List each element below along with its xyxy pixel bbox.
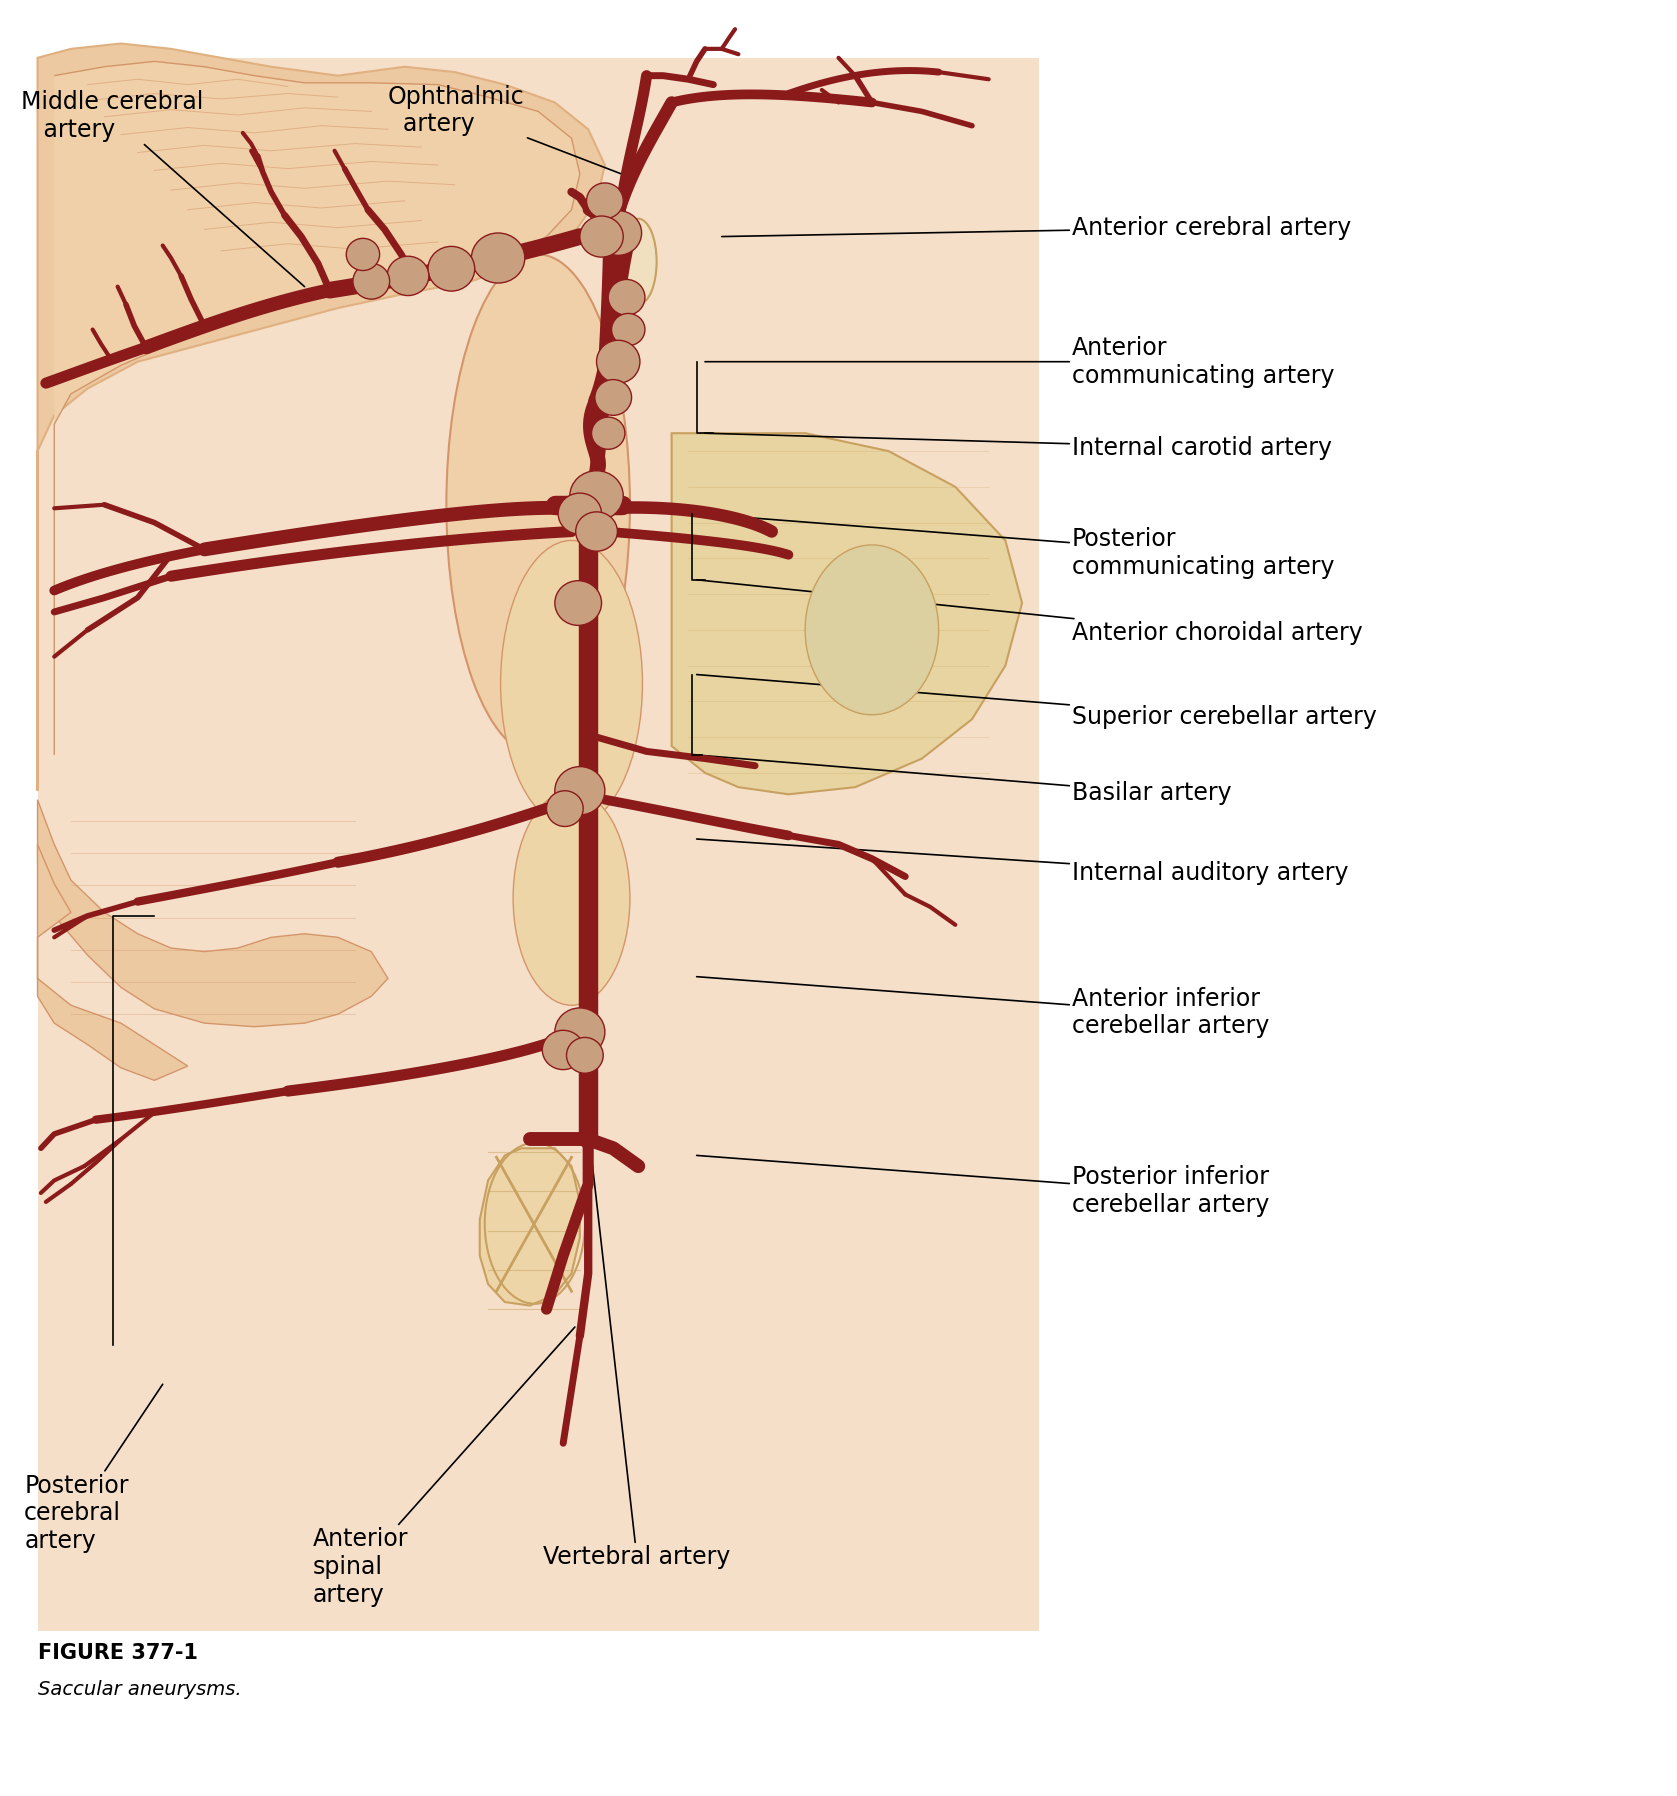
- Text: Internal carotid artery: Internal carotid artery: [704, 433, 1332, 460]
- Ellipse shape: [471, 233, 525, 284]
- Polygon shape: [480, 1148, 580, 1306]
- Text: Superior cerebellar artery: Superior cerebellar artery: [696, 675, 1377, 729]
- Polygon shape: [37, 799, 387, 1027]
- Ellipse shape: [547, 790, 584, 826]
- Polygon shape: [671, 433, 1021, 794]
- Text: Anterior cerebral artery: Anterior cerebral artery: [721, 216, 1352, 239]
- Text: FIGURE 377-1: FIGURE 377-1: [37, 1643, 198, 1663]
- Ellipse shape: [587, 183, 624, 219]
- Ellipse shape: [620, 219, 657, 305]
- Polygon shape: [37, 43, 605, 790]
- Ellipse shape: [597, 339, 641, 383]
- Text: Posterior inferior
cerebellar artery: Posterior inferior cerebellar artery: [696, 1155, 1269, 1218]
- FancyBboxPatch shape: [37, 57, 1038, 1631]
- Text: Anterior
communicating artery: Anterior communicating artery: [704, 336, 1335, 388]
- Ellipse shape: [542, 1031, 584, 1070]
- Ellipse shape: [555, 767, 605, 815]
- Text: Vertebral artery: Vertebral artery: [543, 1157, 731, 1570]
- Ellipse shape: [555, 580, 602, 625]
- Polygon shape: [37, 844, 188, 1081]
- Ellipse shape: [805, 544, 939, 715]
- Ellipse shape: [580, 216, 624, 257]
- Text: Internal auditory artery: Internal auditory artery: [696, 839, 1348, 885]
- Ellipse shape: [567, 1038, 604, 1074]
- Ellipse shape: [595, 210, 642, 255]
- Text: Posterior
communicating artery: Posterior communicating artery: [696, 514, 1335, 578]
- Ellipse shape: [612, 314, 646, 345]
- Text: Middle cerebral
   artery: Middle cerebral artery: [20, 90, 305, 287]
- Ellipse shape: [555, 1008, 605, 1056]
- Ellipse shape: [501, 541, 642, 826]
- Ellipse shape: [513, 790, 631, 1006]
- Text: Anterior
spinal
artery: Anterior spinal artery: [314, 1327, 575, 1607]
- Ellipse shape: [352, 264, 389, 300]
- Ellipse shape: [446, 255, 631, 754]
- Text: Saccular aneurysms.: Saccular aneurysms.: [37, 1679, 241, 1699]
- Ellipse shape: [609, 280, 646, 316]
- Ellipse shape: [345, 239, 379, 271]
- Ellipse shape: [558, 494, 602, 533]
- Ellipse shape: [387, 257, 429, 296]
- Ellipse shape: [570, 471, 624, 521]
- Text: Anterior inferior
cerebellar artery: Anterior inferior cerebellar artery: [696, 977, 1269, 1038]
- Ellipse shape: [575, 512, 617, 551]
- Text: Posterior
cerebral
artery: Posterior cerebral artery: [23, 1385, 163, 1554]
- Polygon shape: [54, 61, 580, 754]
- Text: Ophthalmic
  artery: Ophthalmic artery: [387, 84, 622, 174]
- Ellipse shape: [595, 379, 632, 415]
- Text: Basilar artery: Basilar artery: [696, 754, 1231, 805]
- Ellipse shape: [592, 417, 626, 449]
- Ellipse shape: [428, 246, 475, 291]
- Text: Anterior choroidal artery: Anterior choroidal artery: [696, 580, 1363, 645]
